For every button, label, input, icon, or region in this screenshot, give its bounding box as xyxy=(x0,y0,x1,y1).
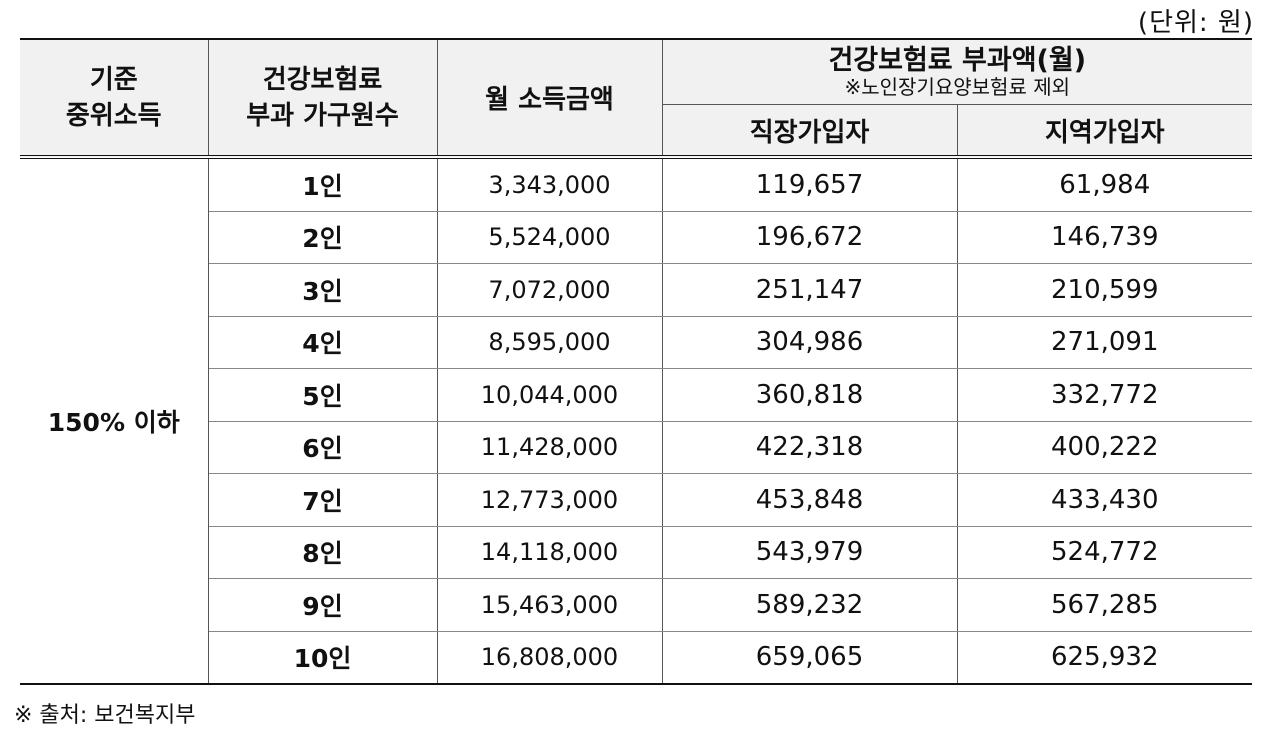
household-size-cell: 5인 xyxy=(208,368,438,422)
table-row: 9인 15,463,000 589,232 567,285 xyxy=(20,578,1253,632)
household-size-cell: 10인 xyxy=(208,631,438,685)
household-size-cell: 8인 xyxy=(208,526,438,579)
employee-premium-cell: 543,979 xyxy=(662,526,958,579)
household-size-cell: 7인 xyxy=(208,473,438,527)
header-household-line2: 부과 가구원수 xyxy=(246,100,399,131)
header-employee: 직장가입자 xyxy=(662,104,958,159)
monthly-income-cell: 12,773,000 xyxy=(437,473,663,527)
employee-premium-cell: 659,065 xyxy=(662,631,958,685)
household-size-cell: 3인 xyxy=(208,263,438,317)
monthly-income-cell: 11,428,000 xyxy=(437,421,663,474)
table-body: 150% 이하 1인 3,343,000 119,657 61,984 2인 5,524,0… xyxy=(20,157,1253,685)
header-base-income-line1: 기준 xyxy=(89,64,138,95)
header-household-line1: 건강보험료 xyxy=(262,64,383,95)
table-row: 5인 10,044,000 360,818 332,772 xyxy=(20,368,1253,422)
household-size-cell: 4인 xyxy=(208,316,438,369)
regional-premium-cell: 433,430 xyxy=(957,473,1253,527)
employee-premium-cell: 196,672 xyxy=(662,211,958,264)
table-row: 6인 11,428,000 422,318 400,222 xyxy=(20,421,1253,474)
source-note: ※ 출처: 보건복지부 xyxy=(14,703,196,728)
header-premium-group: 건강보험료 부과액(월) ※노인장기요양보험료 제외 xyxy=(662,38,1253,105)
regional-premium-cell: 271,091 xyxy=(957,316,1253,369)
monthly-income-cell: 3,343,000 xyxy=(437,157,663,212)
table-row: 8인 14,118,000 543,979 524,772 xyxy=(20,526,1253,579)
monthly-income-cell: 7,072,000 xyxy=(437,263,663,317)
monthly-income-cell: 10,044,000 xyxy=(437,368,663,422)
table-header: 기준 중위소득 건강보험료 부과 가구원수 월 소득금액 건강보험료 부과액(월… xyxy=(20,38,1253,159)
monthly-income-cell: 5,524,000 xyxy=(437,211,663,264)
household-size-cell: 9인 xyxy=(208,578,438,632)
table-row: 7인 12,773,000 453,848 433,430 xyxy=(20,473,1253,527)
household-size-cell: 6인 xyxy=(208,421,438,474)
table-row: 4인 8,595,000 304,986 271,091 xyxy=(20,316,1253,369)
header-monthly-income: 월 소득금액 xyxy=(437,38,663,159)
regional-premium-cell: 332,772 xyxy=(957,368,1253,422)
table-row: 150% 이하 1인 3,343,000 119,657 61,984 xyxy=(20,157,1253,685)
employee-premium-cell: 453,848 xyxy=(662,473,958,527)
monthly-income-cell: 14,118,000 xyxy=(437,526,663,579)
monthly-income-cell: 8,595,000 xyxy=(437,316,663,369)
unit-label: (단위: 원) xyxy=(1137,8,1254,38)
regional-premium-cell: 61,984 xyxy=(957,157,1253,212)
regional-premium-cell: 567,285 xyxy=(957,578,1253,632)
household-size-cell: 2인 xyxy=(208,211,438,264)
monthly-income-cell: 15,463,000 xyxy=(437,578,663,632)
table-row: 2인 5,524,000 196,672 146,739 xyxy=(20,211,1253,264)
employee-premium-cell: 119,657 xyxy=(662,157,958,212)
premium-table: 기준 중위소득 건강보험료 부과 가구원수 월 소득금액 건강보험료 부과액(월… xyxy=(20,38,1253,685)
base-income-cell: 150% 이하 xyxy=(20,157,209,685)
header-base-income-line2: 중위소득 xyxy=(65,100,162,131)
employee-premium-cell: 251,147 xyxy=(662,263,958,317)
table-row: 3인 7,072,000 251,147 210,599 xyxy=(20,263,1253,317)
regional-premium-cell: 146,739 xyxy=(957,211,1253,264)
employee-premium-cell: 304,986 xyxy=(662,316,958,369)
table-row: 10인 16,808,000 659,065 625,932 xyxy=(20,631,1253,685)
regional-premium-cell: 524,772 xyxy=(957,526,1253,579)
header-base-income: 기준 중위소득 xyxy=(20,38,209,159)
employee-premium-cell: 589,232 xyxy=(662,578,958,632)
regional-premium-cell: 210,599 xyxy=(957,263,1253,317)
header-premium-note: ※노인장기요양보험료 제외 xyxy=(844,75,1071,99)
header-premium-title: 건강보험료 부과액(월) xyxy=(828,45,1087,76)
monthly-income-cell: 16,808,000 xyxy=(437,631,663,685)
header-household: 건강보험료 부과 가구원수 xyxy=(208,38,438,159)
household-size-cell: 1인 xyxy=(208,157,438,212)
regional-premium-cell: 400,222 xyxy=(957,421,1253,474)
regional-premium-cell: 625,932 xyxy=(957,631,1253,685)
employee-premium-cell: 360,818 xyxy=(662,368,958,422)
header-regional: 지역가입자 xyxy=(957,104,1253,159)
employee-premium-cell: 422,318 xyxy=(662,421,958,474)
